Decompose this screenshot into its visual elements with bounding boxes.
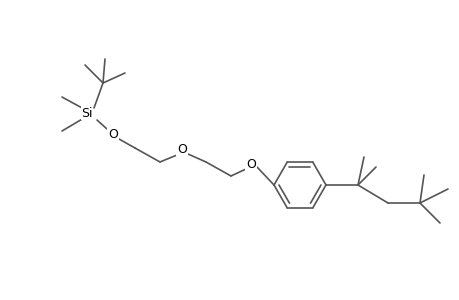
Text: Si: Si bbox=[81, 106, 93, 119]
Text: O: O bbox=[108, 128, 118, 140]
Text: O: O bbox=[177, 142, 186, 155]
Text: O: O bbox=[246, 158, 255, 170]
